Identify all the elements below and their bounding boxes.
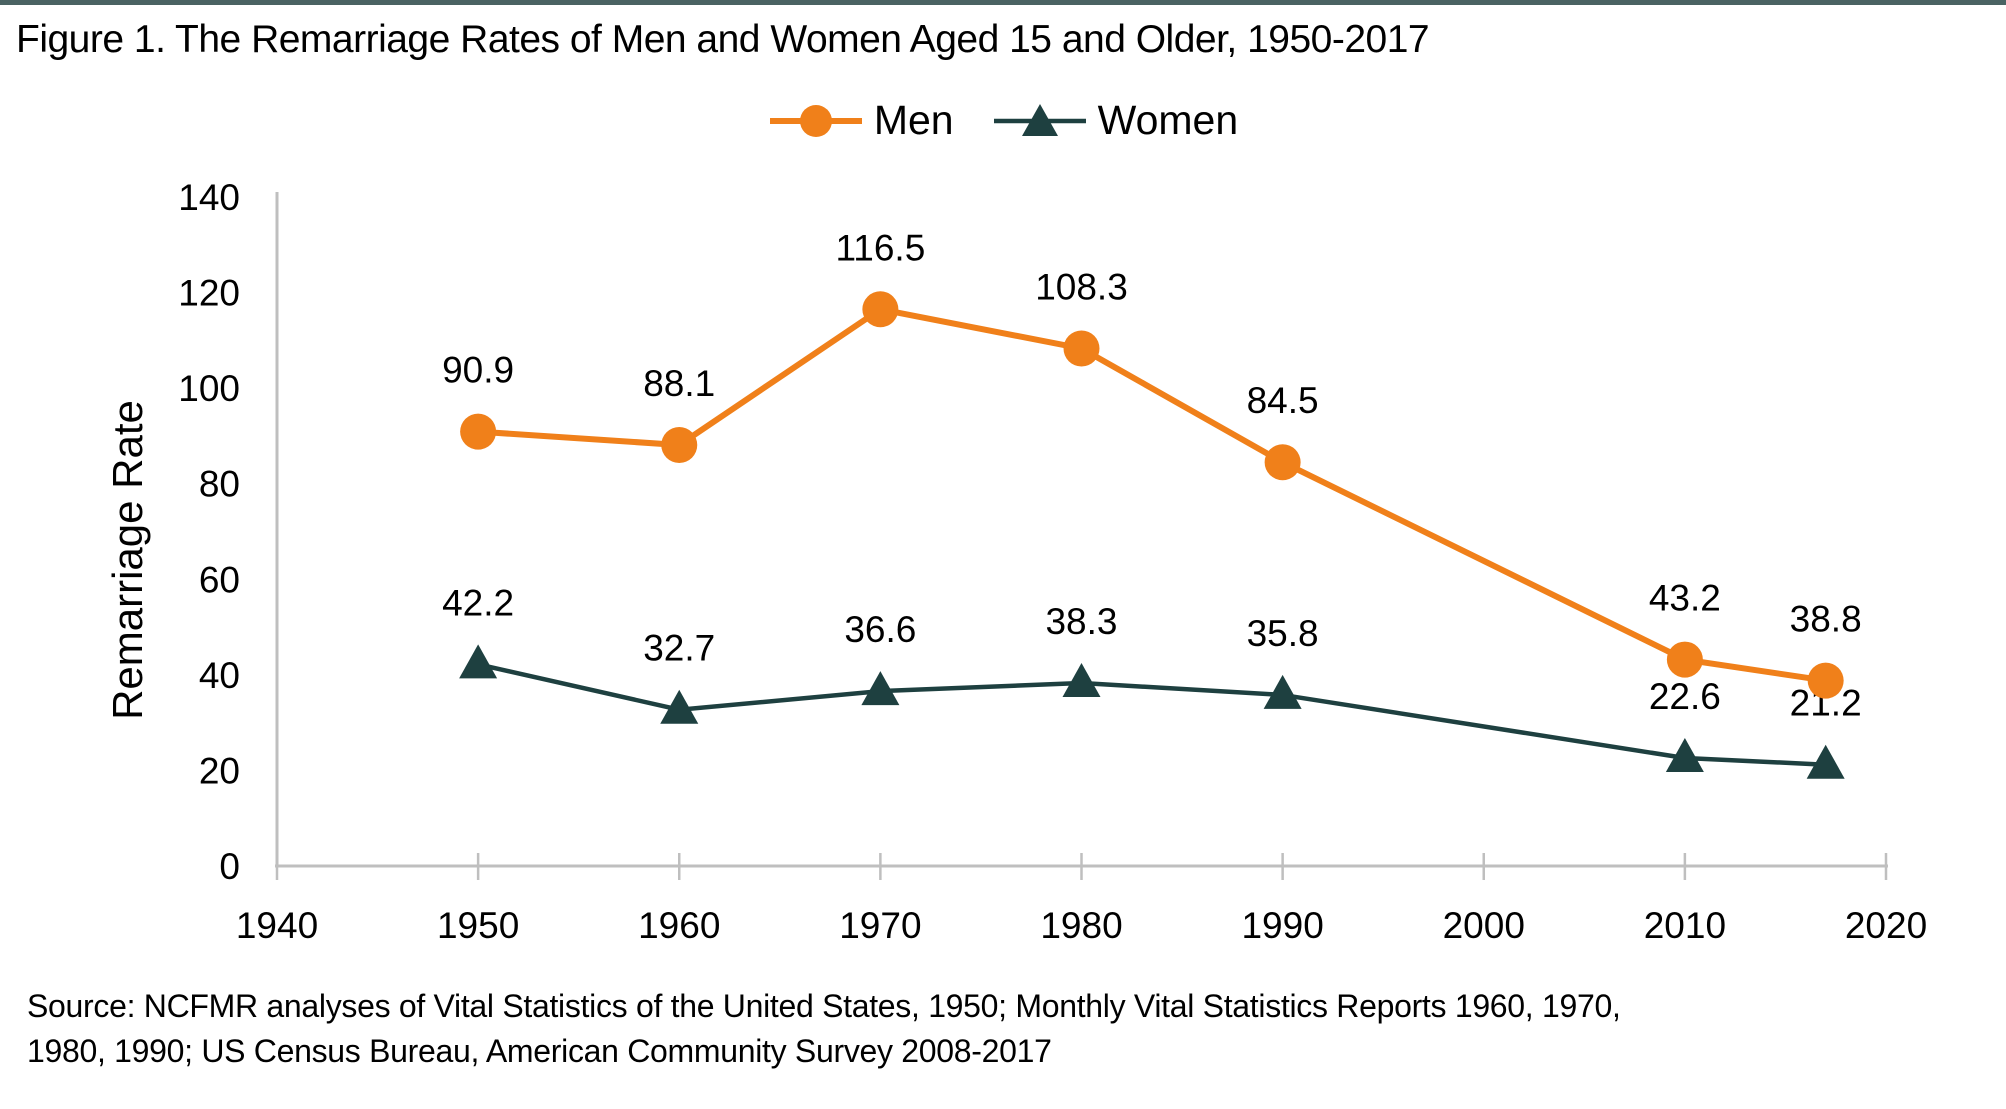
men-marker-1960 xyxy=(661,427,698,464)
x-tick-label-2020: 2020 xyxy=(1845,905,1927,946)
x-tick-label-1990: 1990 xyxy=(1241,905,1323,946)
y-tick-label-140: 140 xyxy=(178,177,240,218)
men-marker-2017 xyxy=(1807,662,1844,699)
data-label-men-1990: 84.5 xyxy=(1247,380,1319,421)
men-marker-1970 xyxy=(862,291,899,328)
y-tick-label-20: 20 xyxy=(199,750,240,791)
data-label-men-1950: 90.9 xyxy=(442,350,514,391)
men-marker-1990 xyxy=(1264,444,1301,481)
legend-item-women: Women xyxy=(992,97,1239,144)
x-tick-label-1940: 1940 xyxy=(236,905,318,946)
x-tick-label-1960: 1960 xyxy=(638,905,720,946)
legend-item-men: Men xyxy=(768,97,954,144)
data-label-women-1990: 35.8 xyxy=(1247,613,1319,654)
data-label-women-1970: 36.6 xyxy=(844,609,916,650)
data-label-women-1980: 38.3 xyxy=(1045,601,1117,642)
x-tick-label-2000: 2000 xyxy=(1443,905,1525,946)
data-label-men-1980: 108.3 xyxy=(1035,266,1128,307)
data-label-women-1950: 42.2 xyxy=(442,582,514,623)
women-marker-1990 xyxy=(1263,674,1302,709)
legend-label-women: Women xyxy=(1097,97,1239,143)
data-label-women-1960: 32.7 xyxy=(643,628,715,669)
men-marker-1980 xyxy=(1063,330,1100,367)
legend-label-men: Men xyxy=(873,97,954,143)
source-line-2: 1980, 1990; US Census Bureau, American C… xyxy=(27,1033,1052,1069)
women-marker-2010 xyxy=(1665,738,1704,773)
men-marker-1950 xyxy=(460,413,497,450)
men-line-marker-icon xyxy=(769,104,862,137)
x-tick-label-1980: 1980 xyxy=(1040,905,1122,946)
data-label-men-1970: 116.5 xyxy=(835,227,925,268)
source-note: Source: NCFMR analyses of Vital Statisti… xyxy=(27,984,1621,1074)
x-tick-label-2010: 2010 xyxy=(1644,905,1726,946)
figure-title: Figure 1. The Remarriage Rates of Men an… xyxy=(16,18,1430,61)
x-tick-label-1970: 1970 xyxy=(839,905,921,946)
y-tick-label-60: 60 xyxy=(199,559,240,600)
data-label-men-2010: 43.2 xyxy=(1649,578,1721,619)
women-marker-1970 xyxy=(861,671,900,706)
women-marker-1980 xyxy=(1062,662,1101,697)
data-label-men-2017: 38.8 xyxy=(1790,599,1862,640)
chart-legend: Men Women xyxy=(0,97,2006,144)
y-tick-label-120: 120 xyxy=(178,273,240,314)
top-border-rule xyxy=(0,0,2006,5)
data-label-women-2010: 22.6 xyxy=(1649,676,1721,717)
men-marker-2010 xyxy=(1666,641,1703,678)
source-line-1: Source: NCFMR analyses of Vital Statisti… xyxy=(27,988,1621,1024)
y-tick-label-80: 80 xyxy=(199,464,240,505)
x-tick-label-1950: 1950 xyxy=(437,905,519,946)
women-marker-2017 xyxy=(1806,744,1845,779)
women-line-marker-icon xyxy=(993,103,1086,136)
data-label-men-1960: 88.1 xyxy=(643,363,715,404)
women-marker-1960 xyxy=(660,689,699,724)
women-marker-1950 xyxy=(459,644,498,679)
y-tick-label-40: 40 xyxy=(199,655,240,696)
y-tick-label-0: 0 xyxy=(219,846,240,887)
y-tick-label-100: 100 xyxy=(178,368,240,409)
